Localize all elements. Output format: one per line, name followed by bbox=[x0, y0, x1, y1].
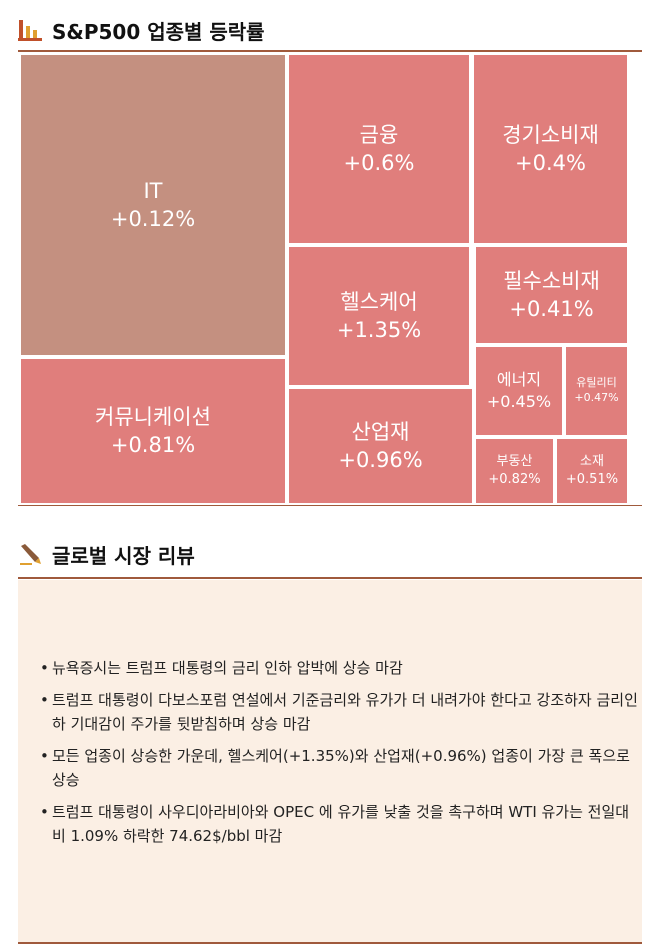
pencil-icon bbox=[18, 543, 42, 565]
sector-name: 부동산 bbox=[496, 454, 533, 470]
sector-name: 소재 bbox=[580, 454, 604, 470]
sector-tile-real-estate[interactable]: 부동산 +0.82% bbox=[475, 438, 554, 504]
sector-tile-utilities[interactable]: 유틸리티 +0.47% bbox=[565, 346, 628, 436]
review-title-rule bbox=[18, 577, 642, 579]
sector-name: 필수소비재 bbox=[503, 268, 600, 293]
sector-tile-consumer-staples[interactable]: 필수소비재 +0.41% bbox=[475, 246, 628, 344]
sector-name: 커뮤니케이션 bbox=[95, 404, 211, 429]
sector-change: +0.12% bbox=[110, 207, 196, 231]
treemap-bottom-rule bbox=[18, 505, 642, 506]
sector-name: 금융 bbox=[359, 122, 399, 147]
sector-tile-it[interactable]: IT +0.12% bbox=[20, 54, 286, 356]
review-section-title: 글로벌 시장 리뷰 bbox=[18, 540, 195, 568]
review-bullet: 모든 업종이 상승한 가운데, 헬스케어(+1.35%)와 산업재(+0.96%… bbox=[40, 744, 640, 792]
sector-name: 산업재 bbox=[351, 419, 410, 444]
review-bullet: 트럼프 대통령이 사우디아라비아와 OPEC 에 유가를 낮출 것을 촉구하며 … bbox=[40, 800, 640, 848]
sector-name: 헬스케어 bbox=[340, 289, 418, 314]
sector-tile-industrials[interactable]: 산업재 +0.96% bbox=[288, 388, 473, 504]
sector-tile-consumer-discretionary[interactable]: 경기소비재 +0.4% bbox=[473, 54, 628, 244]
sector-name: 경기소비재 bbox=[502, 122, 599, 147]
sector-change: +0.41% bbox=[509, 297, 594, 321]
treemap-title-rule bbox=[18, 50, 642, 52]
sector-change: +0.4% bbox=[515, 151, 586, 175]
sector-change: +0.81% bbox=[110, 433, 196, 457]
sector-tile-energy[interactable]: 에너지 +0.45% bbox=[475, 346, 563, 436]
sector-change: +1.35% bbox=[336, 318, 422, 342]
sector-name: 에너지 bbox=[496, 370, 542, 390]
treemap-section-title: S&P500 업종별 등락률 bbox=[18, 16, 265, 44]
sector-name: IT bbox=[143, 178, 163, 203]
sector-tile-materials[interactable]: 소재 +0.51% bbox=[556, 438, 628, 504]
sector-change: +0.47% bbox=[574, 391, 619, 404]
review-title: 글로벌 시장 리뷰 bbox=[52, 543, 195, 568]
sector-tile-healthcare[interactable]: 헬스케어 +1.35% bbox=[288, 246, 470, 386]
review-bullet: 뉴욕증시는 트럼프 대통령의 금리 인하 압박에 상승 마감 bbox=[40, 656, 640, 680]
review-bullet: 트럼프 대통령이 다보스포럼 연설에서 기준금리와 유가가 더 내려가야 한다고… bbox=[40, 688, 640, 736]
review-box: 뉴욕증시는 트럼프 대통령의 금리 인하 압박에 상승 마감 트럼프 대통령이 … bbox=[18, 580, 642, 942]
review-bullet-list: 뉴욕증시는 트럼프 대통령의 금리 인하 압박에 상승 마감 트럼프 대통령이 … bbox=[40, 656, 640, 856]
sector-change: +0.45% bbox=[486, 392, 552, 411]
sector-tile-financials[interactable]: 금융 +0.6% bbox=[288, 54, 470, 244]
sector-change: +0.6% bbox=[343, 151, 415, 175]
sector-change: +0.51% bbox=[565, 472, 619, 487]
sector-tile-communication[interactable]: 커뮤니케이션 +0.81% bbox=[20, 358, 286, 504]
sector-change: +0.96% bbox=[338, 448, 423, 472]
sector-change: +0.82% bbox=[488, 472, 541, 487]
review-bottom-rule bbox=[18, 942, 642, 944]
bar-chart-icon bbox=[18, 19, 42, 41]
treemap-title: S&P500 업종별 등락률 bbox=[52, 19, 265, 44]
sector-name: 유틸리티 bbox=[576, 376, 617, 390]
